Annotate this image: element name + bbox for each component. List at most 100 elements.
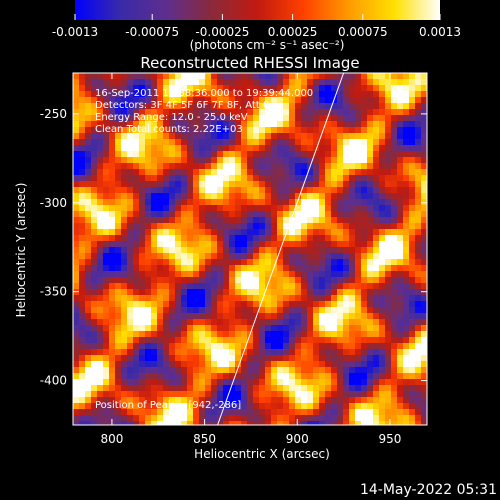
- heatmap-cell: [265, 295, 272, 302]
- heatmap-cell: [229, 235, 236, 242]
- heatmap-cell: [247, 103, 254, 110]
- heatmap-cell: [133, 349, 140, 356]
- heatmap-cell: [211, 253, 218, 260]
- heatmap-cell: [289, 283, 296, 290]
- heatmap-cell: [385, 355, 392, 362]
- heatmap-cell: [343, 217, 350, 224]
- heatmap-cell: [79, 157, 86, 164]
- heatmap-cell: [223, 409, 230, 416]
- heatmap-cell: [301, 241, 308, 248]
- heatmap-cell: [169, 73, 176, 80]
- heatmap-cell: [301, 373, 308, 380]
- heatmap-cell: [103, 127, 110, 134]
- heatmap-cell: [391, 283, 398, 290]
- heatmap-cell: [313, 349, 320, 356]
- heatmap-cell: [103, 331, 110, 338]
- heatmap-cell: [205, 217, 212, 224]
- heatmap-cell: [373, 379, 380, 386]
- heatmap-cell: [397, 307, 404, 314]
- heatmap-cell: [397, 175, 404, 182]
- heatmap-cell: [289, 115, 296, 122]
- heatmap-cell: [277, 295, 284, 302]
- heatmap-cell: [103, 241, 110, 248]
- heatmap-cell: [277, 229, 284, 236]
- heatmap-cell: [79, 145, 86, 152]
- heatmap-cell: [391, 397, 398, 404]
- heatmap-cell: [187, 217, 194, 224]
- heatmap-cell: [361, 133, 368, 140]
- heatmap-cell: [391, 151, 398, 158]
- heatmap-cell: [103, 271, 110, 278]
- heatmap-cell: [97, 313, 104, 320]
- heatmap-cell: [385, 91, 392, 98]
- heatmap-cell: [259, 415, 266, 422]
- heatmap-cell: [103, 349, 110, 356]
- heatmap-cell: [151, 217, 158, 224]
- heatmap-cell: [163, 385, 170, 392]
- heatmap-cell: [241, 199, 248, 206]
- heatmap-cell: [193, 289, 200, 296]
- heatmap-cell: [259, 187, 266, 194]
- heatmap-cell: [271, 355, 278, 362]
- heatmap-cell: [283, 223, 290, 230]
- heatmap-cell: [163, 325, 170, 332]
- heatmap-cell: [103, 121, 110, 128]
- heatmap-cell: [103, 385, 110, 392]
- heatmap-cell: [157, 109, 164, 116]
- heatmap-cell: [343, 283, 350, 290]
- heatmap-cell: [265, 367, 272, 374]
- heatmap-cell: [331, 265, 338, 272]
- heatmap-cell: [289, 169, 296, 176]
- heatmap-cell: [265, 379, 272, 386]
- heatmap-cell: [307, 337, 314, 344]
- heatmap-cell: [253, 133, 260, 140]
- heatmap-cell: [337, 103, 344, 110]
- heatmap-cell: [157, 205, 164, 212]
- heatmap-cell: [391, 379, 398, 386]
- heatmap-cell: [133, 397, 140, 404]
- heatmap-cell: [229, 85, 236, 92]
- heatmap-cell: [403, 301, 410, 308]
- heatmap-cell: [253, 337, 260, 344]
- heatmap-cell: [343, 181, 350, 188]
- heatmap-cell: [331, 337, 338, 344]
- heatmap-cell: [97, 211, 104, 218]
- heatmap-cell: [235, 97, 242, 104]
- heatmap-cell: [319, 349, 326, 356]
- heatmap-cell: [115, 175, 122, 182]
- heatmap-cell: [157, 91, 164, 98]
- heatmap-cell: [145, 193, 152, 200]
- heatmap-cell: [187, 397, 194, 404]
- heatmap-cell: [91, 157, 98, 164]
- heatmap-cell: [415, 247, 422, 254]
- heatmap-cell: [319, 139, 326, 146]
- heatmap-cell: [289, 229, 296, 236]
- heatmap-cell: [349, 103, 356, 110]
- heatmap-cell: [157, 337, 164, 344]
- heatmap-cell: [199, 175, 206, 182]
- heatmap-cell: [361, 325, 368, 332]
- heatmap-cell: [247, 229, 254, 236]
- heatmap-cell: [307, 223, 314, 230]
- heatmap-cell: [223, 175, 230, 182]
- heatmap-cell: [79, 85, 86, 92]
- heatmap-cell: [115, 139, 122, 146]
- heatmap-cell: [85, 301, 92, 308]
- heatmap-cell: [205, 271, 212, 278]
- heatmap-cell: [211, 169, 218, 176]
- heatmap-cell: [109, 247, 116, 254]
- heatmap-cell: [337, 349, 344, 356]
- heatmap-cell: [313, 133, 320, 140]
- heatmap-cell: [325, 175, 332, 182]
- heatmap-cell: [211, 349, 218, 356]
- heatmap-cell: [325, 193, 332, 200]
- heatmap-cell: [361, 169, 368, 176]
- heatmap-cell: [85, 367, 92, 374]
- heatmap-cell: [259, 223, 266, 230]
- heatmap-cell: [283, 103, 290, 110]
- heatmap-cell: [415, 319, 422, 326]
- heatmap-cell: [361, 91, 368, 98]
- heatmap-cell: [271, 385, 278, 392]
- heatmap-cell: [325, 247, 332, 254]
- heatmap-cell: [205, 151, 212, 158]
